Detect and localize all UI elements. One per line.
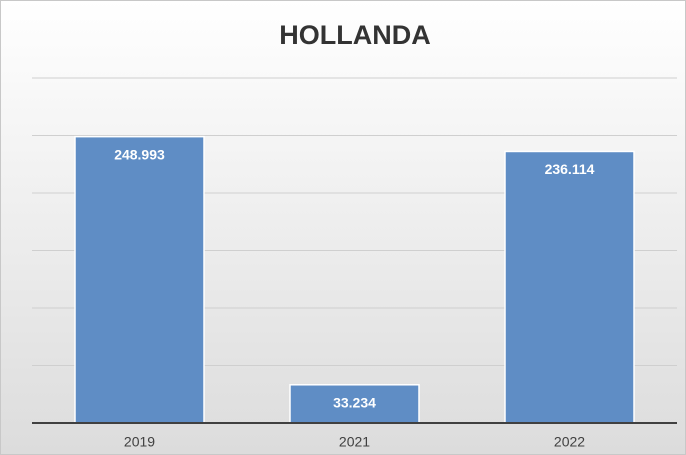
x-tick-label: 2021 <box>339 434 370 450</box>
x-tick-label: 2019 <box>124 434 155 450</box>
x-tick-label: 2022 <box>554 434 585 450</box>
data-label: 248.993 <box>114 146 165 162</box>
chart-title: HOLLANDA <box>279 20 430 50</box>
bar <box>504 150 635 424</box>
data-label: 33.234 <box>333 394 376 410</box>
bar <box>74 135 205 424</box>
bar <box>289 384 420 424</box>
data-label: 236.114 <box>545 161 595 177</box>
